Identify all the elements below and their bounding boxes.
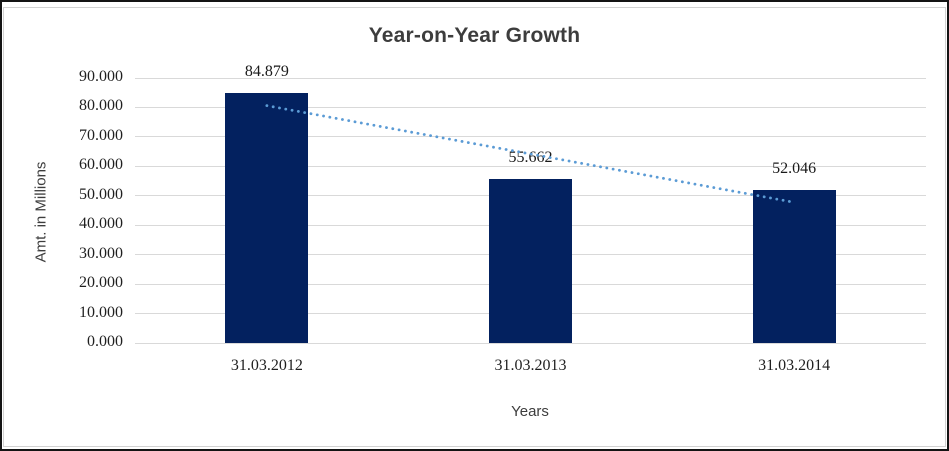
y-tick-label: 40.000 [79,215,123,233]
bar-31.03.2013 [489,179,572,343]
y-tick-label: 0.000 [87,333,123,350]
bar-31.03.2014 [752,189,836,343]
y-tick-label: 60.000 [79,156,123,174]
gridline [135,77,926,79]
x-tick-label: 31.03.2013 [494,357,567,374]
x-axis-title: Years [511,403,549,420]
bar-value-label: 52.046 [772,159,817,177]
chart-object-border [3,7,946,447]
x-tick-label: 31.03.2012 [230,357,303,374]
y-tick-label: 20.000 [79,274,123,292]
bar-31.03.2012 [225,93,309,343]
y-tick-label: 50.000 [79,185,123,203]
y-tick-label: 80.000 [79,97,123,115]
chart-title: Year-on-Year Growth [368,24,581,47]
bar-value-label: 55.662 [508,149,553,167]
y-tick-label: 10.000 [79,303,123,321]
y-tick-label: 30.000 [79,244,123,262]
bar-value-label: 84.879 [244,63,289,81]
gridline [135,342,926,344]
y-tick-label: 90.000 [79,68,123,85]
y-tick-label: 70.000 [79,126,123,144]
x-tick-label: 31.03.2014 [758,357,831,374]
